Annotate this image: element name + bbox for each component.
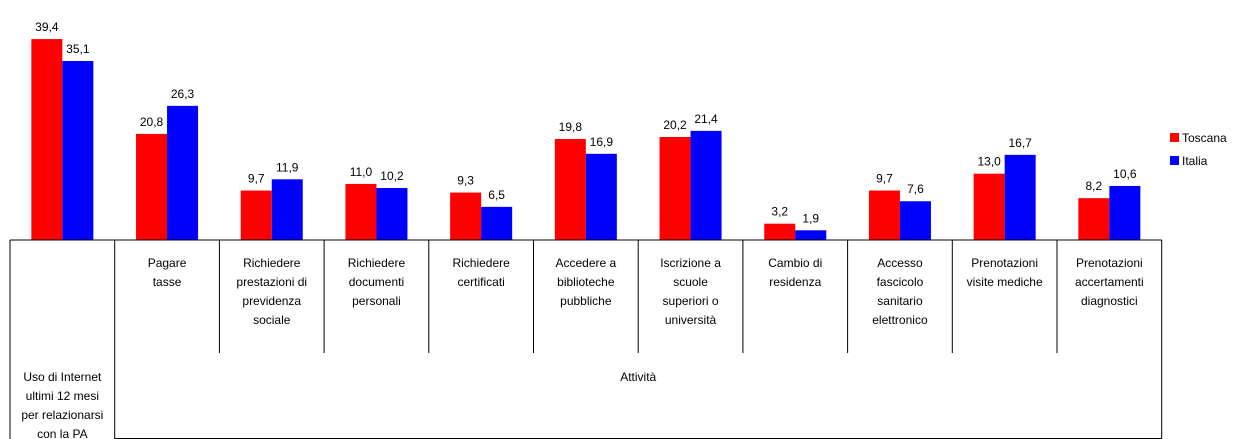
- legend-swatch-toscana: [1170, 133, 1179, 142]
- bar-italia-2: [271, 179, 303, 240]
- category-label-line: Cambio di: [768, 256, 822, 270]
- category-label-line: con la PA: [37, 427, 87, 439]
- value-label-toscana-0: 39,4: [35, 20, 59, 34]
- category-label-0: Uso di Internet ultimi 12 mesi per relazio…: [21, 370, 103, 439]
- category-label-line: Pagare: [148, 256, 187, 270]
- bar-toscana-9: [973, 173, 1005, 240]
- legend-swatch-italia: [1170, 156, 1179, 165]
- category-label-line: Uso di Internet: [23, 370, 102, 384]
- category-label-line: superiori o: [663, 294, 719, 308]
- category-labels-layer: Uso di Internet ultimi 12 mesi per relazio…: [21, 256, 1143, 439]
- bar-italia-8: [899, 201, 931, 240]
- value-label-toscana-4: 9,3: [457, 174, 474, 188]
- category-label-2: Richiedere prestazioni di previdenza social…: [236, 256, 307, 327]
- category-label-6: Iscrizione a scuole superiori o università: [660, 256, 721, 327]
- bar-italia-0: [62, 60, 94, 240]
- category-label-line: previdenza: [242, 294, 301, 308]
- value-label-italia-10: 10,6: [1113, 167, 1137, 181]
- category-label-8: Accesso fascicolo sanitario elettronico: [872, 256, 928, 327]
- category-label-line: visite mediche: [967, 275, 1043, 289]
- value-label-toscana-8: 9,7: [876, 172, 893, 186]
- value-label-toscana-3: 11,0: [350, 165, 373, 179]
- category-label-line: personali: [352, 294, 401, 308]
- bar-italia-5: [585, 153, 617, 240]
- category-label-3: Richiedere documenti personali: [348, 256, 406, 308]
- value-label-italia-2: 11,9: [276, 160, 299, 174]
- category-label-line: pubbliche: [560, 294, 612, 308]
- bar-italia-1: [167, 105, 199, 241]
- bar-italia-10: [1109, 185, 1141, 240]
- category-label-line: diagnostici: [1081, 294, 1138, 308]
- category-label-9: Prenotazioni visite mediche: [967, 256, 1043, 289]
- bar-italia-3: [376, 187, 408, 240]
- category-label-line: fascicolo: [877, 275, 924, 289]
- value-label-italia-1: 26,3: [171, 87, 195, 101]
- bar-toscana-3: [345, 183, 377, 240]
- value-label-toscana-6: 20,2: [663, 118, 687, 132]
- category-label-line: elettronico: [872, 313, 928, 327]
- bar-toscana-0: [31, 39, 63, 241]
- bar-italia-6: [690, 130, 722, 240]
- category-label-line: Accesso: [877, 256, 923, 270]
- value-label-italia-4: 6,5: [488, 188, 505, 202]
- bars-layer: [31, 39, 1141, 241]
- value-label-italia-8: 7,6: [907, 182, 924, 196]
- category-label-10: Prenotazioni accertamenti diagnostici: [1075, 256, 1144, 308]
- category-label-line: sanitario: [877, 294, 923, 308]
- category-label-1: Pagare tasse: [148, 256, 187, 289]
- legend-label-toscana: Toscana: [1182, 131, 1227, 145]
- value-label-toscana-2: 9,7: [248, 172, 265, 186]
- value-labels-layer: 39,4 20,8 9,7 11,0 9,3 19,8 20,2 3,2 9,7 13,0 8,2 3…: [35, 20, 1137, 225]
- bar-italia-9: [1004, 154, 1036, 240]
- bar-italia-7: [795, 230, 827, 240]
- category-label-line: Richiedere: [452, 256, 510, 270]
- legend: Toscana Italia: [1170, 131, 1227, 168]
- category-label-line: certificati: [457, 275, 504, 289]
- category-label-line: tasse: [153, 275, 182, 289]
- category-label-line: residenza: [769, 275, 821, 289]
- category-label-line: scuole: [673, 275, 708, 289]
- category-label-4: Richiedere certificati: [452, 256, 510, 289]
- category-label-line: ultimi 12 mesi: [26, 389, 99, 403]
- bar-toscana-4: [450, 192, 482, 240]
- group-label: Attività: [620, 370, 656, 384]
- bar-toscana-2: [240, 190, 272, 240]
- bar-toscana-1: [136, 133, 168, 240]
- value-label-italia-6: 21,4: [694, 112, 718, 126]
- bar-toscana-6: [659, 136, 691, 240]
- category-label-line: sociale: [253, 313, 291, 327]
- category-label-line: Accedere a: [555, 256, 616, 270]
- value-label-italia-5: 16,9: [590, 135, 614, 149]
- category-label-line: Richiedere: [243, 256, 301, 270]
- bar-toscana-8: [868, 190, 900, 240]
- value-label-toscana-9: 13,0: [977, 155, 1001, 169]
- bar-italia-4: [481, 206, 513, 240]
- value-label-italia-0: 35,1: [66, 42, 90, 56]
- category-label-line: Iscrizione a: [660, 256, 721, 270]
- category-label-line: Prenotazioni: [1076, 256, 1143, 270]
- category-label-line: Prenotazioni: [971, 256, 1038, 270]
- category-label-line: biblioteche: [557, 275, 615, 289]
- value-label-toscana-1: 20,8: [140, 115, 164, 129]
- value-label-toscana-5: 19,8: [559, 120, 583, 134]
- category-label-line: accertamenti: [1075, 275, 1144, 289]
- value-label-italia-7: 1,9: [802, 211, 819, 225]
- bar-toscana-5: [554, 139, 586, 240]
- category-label-line: Richiedere: [348, 256, 406, 270]
- category-label-7: Cambio di residenza: [768, 256, 822, 289]
- category-label-line: università: [665, 313, 717, 327]
- category-label-line: per relazionarsi: [21, 408, 103, 422]
- category-label-line: documenti: [349, 275, 404, 289]
- value-label-toscana-10: 8,2: [1086, 179, 1103, 193]
- bar-toscana-10: [1078, 198, 1110, 240]
- bar-toscana-7: [764, 223, 796, 240]
- legend-label-italia: Italia: [1182, 154, 1208, 168]
- category-label-5: Accedere a biblioteche pubbliche: [555, 256, 616, 308]
- value-label-toscana-7: 3,2: [771, 205, 788, 219]
- value-label-italia-3: 10,2: [380, 169, 404, 183]
- category-label-line: prestazioni di: [236, 275, 307, 289]
- value-label-italia-9: 16,7: [1008, 136, 1032, 150]
